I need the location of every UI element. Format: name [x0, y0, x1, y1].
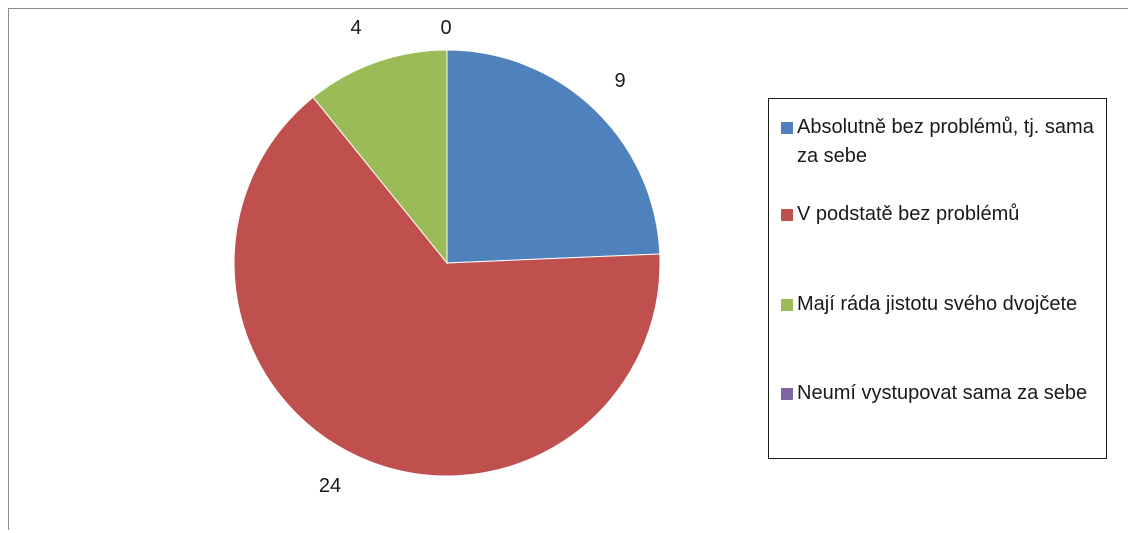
- data-label-2: 24: [319, 475, 341, 497]
- legend-label-1: Absolutně bez problémů, tj. sama za sebe: [797, 116, 1094, 167]
- legend-item-2: V podstatě bez problémů: [781, 200, 1103, 229]
- legend-label-3: Mají ráda jistotu svého dvojčete: [797, 293, 1078, 315]
- legend-swatch-2: [781, 209, 793, 221]
- legend-swatch-4: [781, 388, 793, 400]
- legend-swatch-1: [781, 122, 793, 134]
- pie-slice-2: [233, 96, 661, 477]
- legend-item-1: Absolutně bez problémů, tj. sama za sebe: [781, 113, 1103, 171]
- data-label-1: 9: [614, 70, 625, 92]
- chart-area: [8, 8, 1128, 530]
- legend-item-3: Mají ráda jistotu svého dvojčete: [781, 290, 1103, 319]
- data-label-4: 0: [440, 17, 451, 39]
- legend-swatch-3: [781, 299, 793, 311]
- pie-slices: [233, 49, 661, 477]
- legend-label-2: V podstatě bez problémů: [797, 203, 1020, 225]
- pie-data-labels: 9 24 4 0: [319, 17, 626, 497]
- pie-slice-1: [446, 49, 661, 264]
- chart-legend: Absolutně bez problémů, tj. sama za sebe…: [768, 98, 1107, 459]
- legend-label-4: Neumí vystupovat sama za sebe: [797, 382, 1088, 404]
- legend-item-4: Neumí vystupovat sama za sebe: [781, 379, 1103, 408]
- pie-slice-3: [312, 49, 448, 265]
- data-label-3: 4: [350, 17, 361, 39]
